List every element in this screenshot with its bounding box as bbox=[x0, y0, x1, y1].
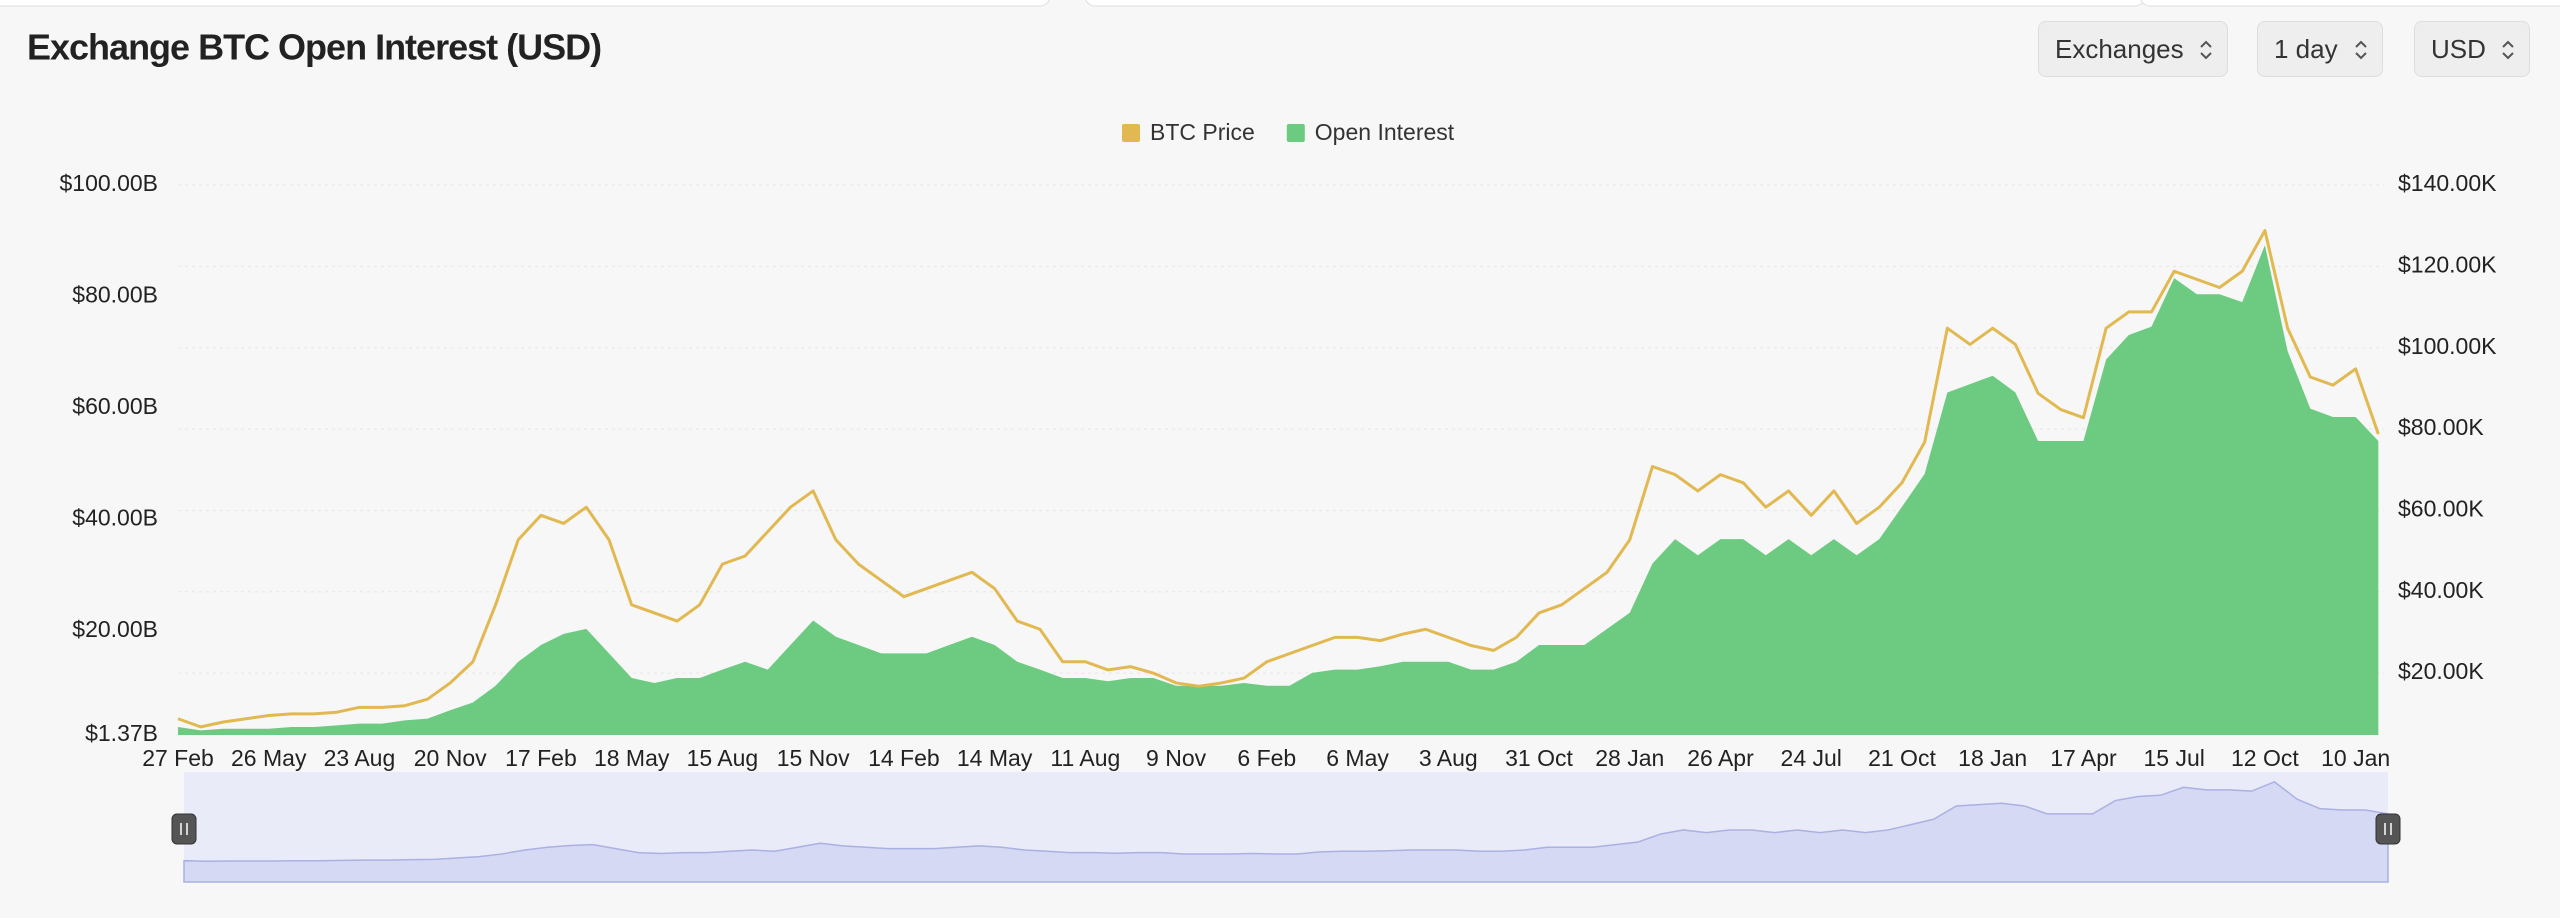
legend-label: Open Interest bbox=[1315, 119, 1455, 145]
area bbox=[178, 245, 2379, 735]
line bbox=[177, 229, 2380, 729]
x-tick-label: 17 Apr bbox=[2050, 745, 2117, 771]
y-tick-label: $20.00B bbox=[72, 616, 158, 642]
legend-swatch bbox=[1286, 124, 1305, 142]
y-tick-label: $60.00B bbox=[72, 393, 158, 419]
chevron bbox=[2502, 40, 2514, 60]
x-tick-label: 14 Feb bbox=[868, 745, 940, 771]
y2-tick-label: $100.00K bbox=[2398, 333, 2497, 359]
y2-tick-label: $40.00K bbox=[2398, 577, 2484, 603]
select-label: 1 day bbox=[2274, 33, 2338, 64]
exchanges-select[interactable]: Exchanges bbox=[2038, 21, 2228, 77]
x-tick-label: 12 Oct bbox=[2231, 745, 2299, 771]
navigator-area bbox=[183, 780, 2389, 883]
x-tick-label: 28 Jan bbox=[1595, 745, 1664, 771]
legend-label: BTC Price bbox=[1150, 119, 1255, 145]
chevron bbox=[2355, 40, 2367, 60]
x-tick-label: 3 Aug bbox=[1419, 745, 1478, 771]
currency-select[interactable]: USD bbox=[2414, 21, 2530, 77]
chevron bbox=[2200, 40, 2212, 60]
select-label: Exchanges bbox=[2055, 33, 2184, 64]
legend-swatch bbox=[1122, 124, 1140, 142]
y-tick-label: $40.00B bbox=[72, 505, 158, 531]
x-tick-label: 17 Feb bbox=[505, 745, 577, 771]
x-tick-label: 10 Jan bbox=[2321, 745, 2390, 771]
x-tick-label: 26 Apr bbox=[1687, 745, 1754, 771]
x-tick-label: 23 Aug bbox=[324, 745, 396, 771]
y2-tick-label: $20.00K bbox=[2398, 658, 2484, 684]
x-tick-label: 26 May bbox=[231, 745, 307, 771]
x-tick-label: 14 May bbox=[957, 745, 1033, 771]
select-label: USD bbox=[2431, 33, 2486, 64]
chart-title: Exchange BTC Open Interest (USD) bbox=[27, 27, 601, 68]
x-tick-label: 11 Aug bbox=[1050, 745, 1120, 771]
top-card bbox=[2140, 0, 2560, 7]
y2-tick-label: $60.00K bbox=[2398, 496, 2484, 522]
navigator-handle[interactable] bbox=[2375, 813, 2401, 845]
x-tick-label: 15 Nov bbox=[777, 745, 850, 771]
x-tick-label: 31 Oct bbox=[1505, 745, 1573, 771]
x-tick-label: 21 Oct bbox=[1868, 745, 1936, 771]
y2-tick-label: $120.00K bbox=[2398, 251, 2497, 277]
y2-tick-label: $140.00K bbox=[2398, 170, 2497, 196]
x-tick-label: 27 Feb bbox=[142, 745, 214, 771]
x-tick-label: 18 Jan bbox=[1958, 745, 2027, 771]
top-card bbox=[1085, 0, 2145, 7]
x-tick-label: 20 Nov bbox=[414, 745, 487, 771]
y-tick-label: $80.00B bbox=[72, 282, 158, 308]
top-card bbox=[0, 0, 1050, 7]
y2-tick-label: $80.00K bbox=[2398, 414, 2484, 440]
x-tick-label: 9 Nov bbox=[1146, 745, 1207, 771]
x-tick-label: 6 May bbox=[1326, 745, 1389, 771]
y-tick-label: $100.00B bbox=[60, 170, 158, 196]
x-tick-label: 24 Jul bbox=[1781, 745, 1842, 771]
x-tick-label: 18 May bbox=[594, 745, 670, 771]
x-tick-label: 6 Feb bbox=[1237, 745, 1296, 771]
x-tick-label: 15 Jul bbox=[2143, 745, 2204, 771]
y-tick-label: $1.37B bbox=[85, 720, 158, 746]
interval-select[interactable]: 1 day bbox=[2257, 21, 2383, 77]
x-tick-label: 15 Aug bbox=[687, 745, 759, 771]
navigator-handle[interactable] bbox=[171, 813, 197, 845]
